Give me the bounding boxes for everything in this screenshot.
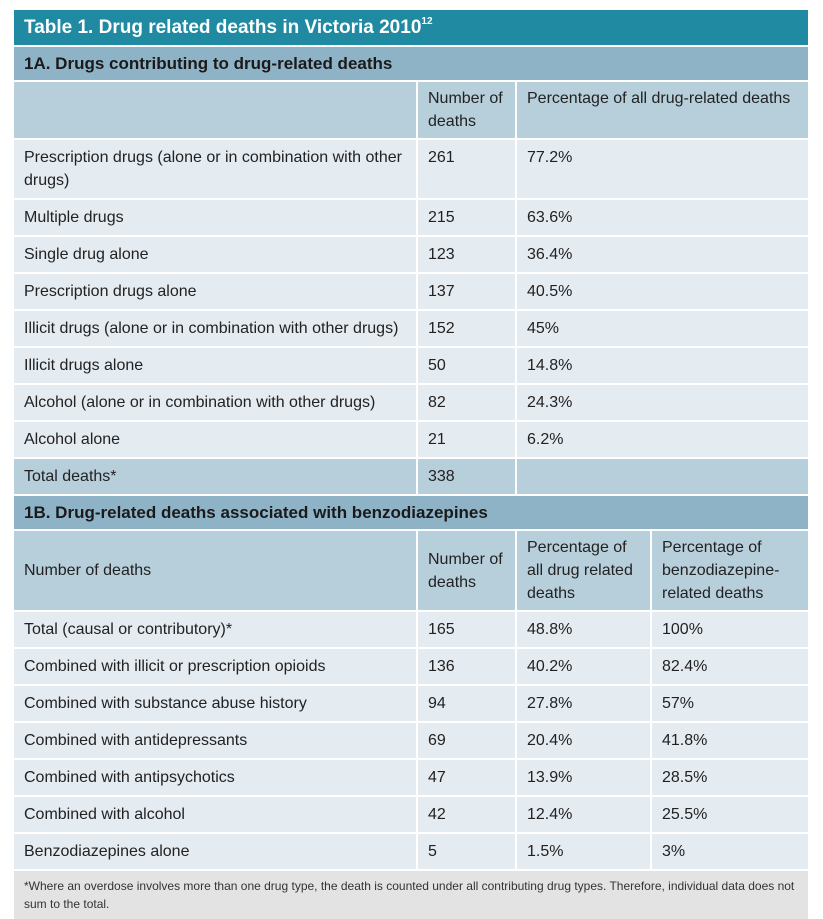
table-cell: 21	[418, 422, 517, 459]
table-row: Prescription drugs alone 137 40.5%	[14, 274, 808, 311]
column-header-row: Number of deaths Percentage of all drug-r…	[14, 82, 808, 140]
table-cell: Percentage of all drug-related deaths	[517, 82, 808, 140]
table-cell: 36.4%	[517, 237, 808, 274]
table-title: Table 1. Drug related deaths in Victoria…	[14, 10, 808, 45]
table-cell: 47	[418, 760, 517, 797]
section-a-heading: 1A. Drugs contributing to drug-related d…	[14, 47, 808, 80]
table-cell: Single drug alone	[14, 237, 418, 274]
table-row: Illicit drugs (alone or in combination w…	[14, 311, 808, 348]
table-cell: Prescription drugs alone	[14, 274, 418, 311]
table-cell: Illicit drugs (alone or in combination w…	[14, 311, 418, 348]
table-cell: 137	[418, 274, 517, 311]
table-cell: 42	[418, 797, 517, 834]
table-cell: Alcohol (alone or in combination with ot…	[14, 385, 418, 422]
table-cell: 45%	[517, 311, 808, 348]
total-row: Total deaths* 338	[14, 459, 808, 496]
table-row: Prescription drugs (alone or in combinat…	[14, 140, 808, 200]
table-cell: 152	[418, 311, 517, 348]
table-cell: Number of deaths	[418, 531, 517, 612]
section-b-heading: 1B. Drug-related deaths associated with …	[14, 496, 808, 529]
table-cell: 94	[418, 686, 517, 723]
table-cell: Prescription drugs (alone or in combinat…	[14, 140, 418, 200]
section-a-table: Number of deaths Percentage of all drug-r…	[14, 82, 808, 496]
table-cell: 50	[418, 348, 517, 385]
table-cell: 57%	[652, 686, 808, 723]
footnote: *Where an overdose involves more than on…	[14, 871, 808, 919]
table-cell: 28.5%	[652, 760, 808, 797]
table-cell: Total deaths*	[14, 459, 418, 496]
table-cell	[14, 82, 418, 140]
table-cell: Multiple drugs	[14, 200, 418, 237]
table-cell: 48.8%	[517, 612, 652, 649]
table-cell: 215	[418, 200, 517, 237]
table-title-text: Table 1. Drug related deaths in Victoria…	[24, 17, 422, 38]
table-cell: Combined with alcohol	[14, 797, 418, 834]
table-cell: 24.3%	[517, 385, 808, 422]
table-row: Combined with alcohol 42 12.4% 25.5%	[14, 797, 808, 834]
table-row: Illicit drugs alone 50 14.8%	[14, 348, 808, 385]
section-b-table: Number of deaths Number of deaths Percenta…	[14, 531, 808, 871]
table-cell: 12.4%	[517, 797, 652, 834]
table-cell: 261	[418, 140, 517, 200]
table-cell: 5	[418, 834, 517, 871]
drug-deaths-table: Table 1. Drug related deaths in Victoria…	[14, 10, 808, 919]
table-cell: Combined with illicit or prescription op…	[14, 649, 418, 686]
table-cell: 82	[418, 385, 517, 422]
table-cell: Illicit drugs alone	[14, 348, 418, 385]
table-cell: 1.5%	[517, 834, 652, 871]
column-header-row: Number of deaths Number of deaths Percenta…	[14, 531, 808, 612]
table-cell: 25.5%	[652, 797, 808, 834]
table-cell: Number of deaths	[14, 531, 418, 612]
table-cell: 6.2%	[517, 422, 808, 459]
table-cell: 165	[418, 612, 517, 649]
table-cell: 13.9%	[517, 760, 652, 797]
table-cell: Percentage of all drug related deaths	[517, 531, 652, 612]
table-row: Benzodiazepines alone 5 1.5% 3%	[14, 834, 808, 871]
table-cell: 27.8%	[517, 686, 652, 723]
table-cell: 82.4%	[652, 649, 808, 686]
table-cell: 123	[418, 237, 517, 274]
table-row: Combined with substance abuse history 94 2…	[14, 686, 808, 723]
table-cell: Combined with antidepressants	[14, 723, 418, 760]
table-row: Combined with antidepressants 69 20.4% 41.8…	[14, 723, 808, 760]
table-cell: 20.4%	[517, 723, 652, 760]
table-row: Alcohol (alone or in combination with ot…	[14, 385, 808, 422]
table-cell: 14.8%	[517, 348, 808, 385]
table-cell: 136	[418, 649, 517, 686]
table-cell: Alcohol alone	[14, 422, 418, 459]
table-row: Multiple drugs 215 63.6%	[14, 200, 808, 237]
table-cell: 63.6%	[517, 200, 808, 237]
table-cell	[517, 459, 808, 496]
table-row: Combined with illicit or prescription op…	[14, 649, 808, 686]
table-row: Total (causal or contributory)* 165 48.8% 1…	[14, 612, 808, 649]
table-cell: 69	[418, 723, 517, 760]
table-cell: Number of deaths	[418, 82, 517, 140]
table-row: Combined with antipsychotics 47 13.9% 28.5%	[14, 760, 808, 797]
table-cell: 40.5%	[517, 274, 808, 311]
table-row: Single drug alone 123 36.4%	[14, 237, 808, 274]
table-cell: Combined with substance abuse history	[14, 686, 418, 723]
table-row: Alcohol alone 21 6.2%	[14, 422, 808, 459]
table-cell: 100%	[652, 612, 808, 649]
table-cell: 40.2%	[517, 649, 652, 686]
table-cell: Total (causal or contributory)*	[14, 612, 418, 649]
table-cell: Percentage of benzodiazepine-related dea…	[652, 531, 808, 612]
table-cell: Combined with antipsychotics	[14, 760, 418, 797]
table-cell: 41.8%	[652, 723, 808, 760]
table-cell: 3%	[652, 834, 808, 871]
table-cell: 338	[418, 459, 517, 496]
table-cell: 77.2%	[517, 140, 808, 200]
reference-superscript: 12	[421, 16, 433, 27]
table-cell: Benzodiazepines alone	[14, 834, 418, 871]
